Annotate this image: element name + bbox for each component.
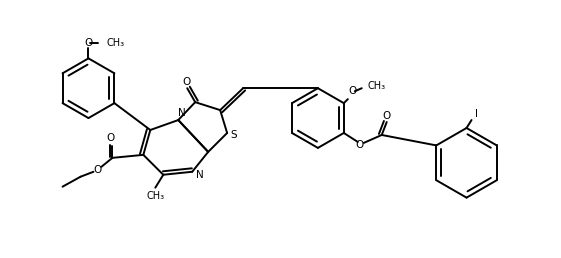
- Text: I: I: [475, 109, 478, 119]
- Text: O: O: [106, 133, 114, 143]
- Text: O: O: [93, 165, 102, 175]
- Text: O: O: [356, 140, 364, 150]
- Text: N: N: [196, 170, 204, 180]
- Text: CH₃: CH₃: [146, 191, 164, 201]
- Text: CH₃: CH₃: [107, 38, 125, 49]
- Text: O: O: [182, 77, 190, 87]
- Text: S: S: [231, 130, 237, 140]
- Text: N: N: [178, 108, 186, 118]
- Text: O: O: [84, 38, 93, 49]
- Text: O: O: [383, 111, 391, 121]
- Text: CH₃: CH₃: [368, 81, 386, 91]
- Text: O: O: [349, 86, 357, 96]
